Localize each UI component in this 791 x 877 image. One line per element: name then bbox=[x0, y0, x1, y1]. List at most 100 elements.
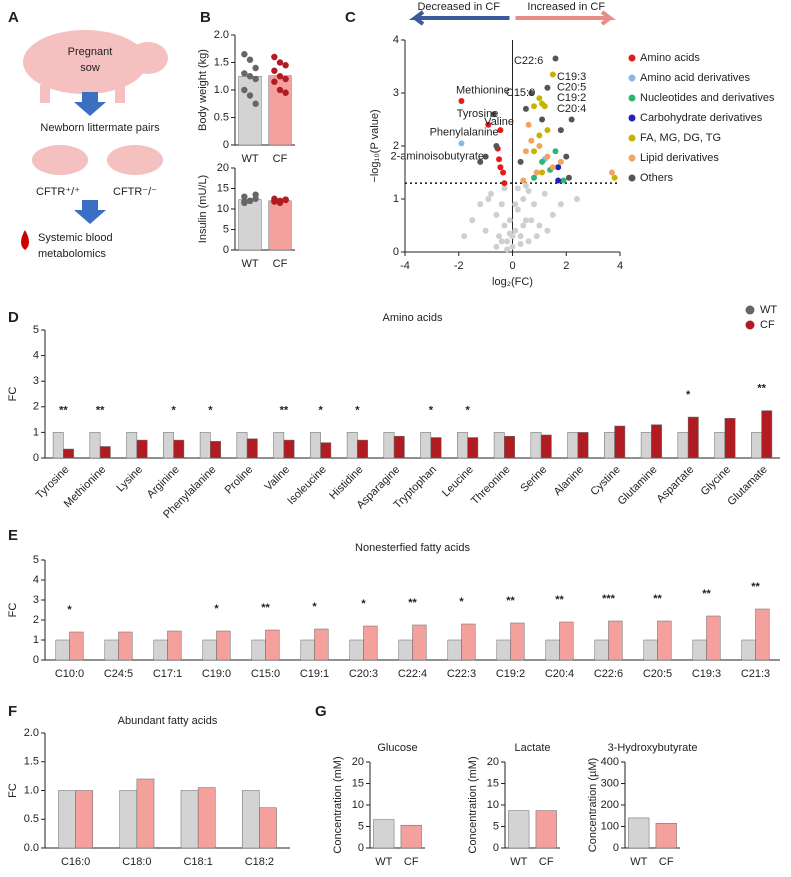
y-tick-label: 1.5 bbox=[24, 756, 39, 768]
y-tick-label: 0 bbox=[613, 842, 619, 854]
x-tick-label: C19:2 bbox=[496, 668, 525, 680]
bar bbox=[89, 432, 101, 459]
point bbox=[517, 158, 524, 165]
point bbox=[531, 174, 537, 181]
y-tick-label: 10 bbox=[352, 799, 364, 811]
point bbox=[522, 217, 529, 224]
bar bbox=[724, 418, 736, 459]
panel-label: C bbox=[345, 9, 356, 26]
point bbox=[514, 206, 521, 213]
y-tick-label: 1.0 bbox=[24, 784, 39, 796]
bar bbox=[687, 416, 699, 459]
x-tick-label: C19:1 bbox=[300, 668, 329, 680]
bar bbox=[755, 608, 770, 661]
point bbox=[506, 217, 513, 224]
bar bbox=[535, 810, 557, 849]
bar bbox=[457, 432, 468, 459]
y-tick-label: 4 bbox=[33, 350, 39, 362]
y-axis-label: Insulin (mU/L) bbox=[197, 175, 209, 243]
y-tick-label: 3 bbox=[33, 594, 39, 606]
point bbox=[500, 169, 507, 176]
x-tick-label: Glutamine bbox=[616, 464, 660, 508]
bar bbox=[300, 639, 315, 661]
bar bbox=[58, 790, 76, 849]
significance: * bbox=[312, 601, 317, 613]
point bbox=[271, 53, 278, 61]
significance: ** bbox=[653, 593, 662, 605]
y-tick-label: 5 bbox=[33, 554, 39, 566]
point bbox=[517, 233, 524, 240]
point bbox=[539, 116, 546, 123]
chart-title: Amino acids bbox=[383, 312, 443, 324]
point bbox=[493, 143, 500, 149]
bar bbox=[677, 432, 689, 459]
point bbox=[504, 246, 511, 253]
x-tick-label: Tyrosine bbox=[34, 464, 72, 502]
x-tick-label: CF bbox=[659, 856, 674, 868]
legend-label: Carbohydrate derivatives bbox=[640, 112, 763, 124]
x-tick-label: C17:1 bbox=[153, 668, 182, 680]
y-tick-label: 2 bbox=[33, 614, 39, 626]
point bbox=[555, 177, 562, 184]
outcome-label: metabolomics bbox=[38, 248, 106, 260]
y-tick-label: 2 bbox=[393, 140, 399, 152]
legend-label: Lipid derivatives bbox=[640, 152, 719, 164]
point bbox=[504, 238, 511, 245]
y-tick-label: 5 bbox=[493, 820, 499, 832]
legend-swatch bbox=[745, 305, 755, 315]
bar bbox=[655, 823, 677, 849]
significance: ** bbox=[408, 597, 417, 609]
bar bbox=[400, 824, 422, 849]
point bbox=[541, 190, 548, 197]
x-tick-label: CF bbox=[273, 153, 288, 165]
bar bbox=[357, 439, 368, 459]
y-tick-label: 1.5 bbox=[214, 56, 229, 68]
x-tick-label: C15:0 bbox=[251, 668, 280, 680]
y-tick-label: 5 bbox=[33, 324, 39, 336]
point bbox=[246, 197, 254, 204]
point bbox=[544, 153, 551, 160]
x-tick-label: C20:3 bbox=[349, 668, 378, 680]
left-label: Decreased in CF bbox=[417, 1, 500, 13]
point bbox=[541, 103, 548, 110]
x-tick-label: Histidine bbox=[327, 464, 365, 502]
bar bbox=[751, 432, 762, 459]
y-tick-label: 1 bbox=[393, 193, 399, 205]
bar bbox=[163, 432, 174, 459]
bar bbox=[383, 432, 395, 459]
point bbox=[520, 222, 527, 229]
point bbox=[568, 116, 575, 123]
bar bbox=[508, 810, 530, 849]
x-tick-label: C22:6 bbox=[594, 668, 623, 680]
blood-drop bbox=[21, 230, 29, 250]
point bbox=[501, 180, 508, 187]
point bbox=[544, 84, 551, 91]
bar bbox=[545, 639, 560, 661]
bar bbox=[202, 639, 217, 661]
bar bbox=[604, 432, 615, 459]
annotation: 2-aminoisobutyrate bbox=[390, 151, 484, 163]
point bbox=[522, 105, 529, 112]
bar bbox=[412, 624, 427, 661]
sow-icon bbox=[23, 30, 147, 94]
y-tick-label: 3 bbox=[33, 375, 39, 387]
piglet-icon bbox=[107, 145, 163, 175]
x-tick-label: WT bbox=[510, 856, 527, 868]
point bbox=[497, 164, 504, 171]
point bbox=[493, 211, 500, 218]
y-axis-label: FC bbox=[7, 783, 19, 798]
bar bbox=[614, 425, 626, 459]
point bbox=[501, 185, 508, 192]
y-tick-label: 400 bbox=[601, 756, 619, 768]
bar bbox=[246, 438, 258, 459]
point bbox=[246, 56, 254, 63]
legend-swatch bbox=[745, 320, 755, 330]
x-tick-label: Lysine bbox=[114, 464, 145, 495]
legend-swatch bbox=[628, 174, 636, 182]
y-tick-label: 1 bbox=[33, 426, 39, 438]
sow-leg bbox=[40, 85, 50, 103]
significance: * bbox=[318, 404, 323, 416]
outcome-label: Systemic blood bbox=[38, 232, 113, 244]
point bbox=[514, 185, 521, 192]
